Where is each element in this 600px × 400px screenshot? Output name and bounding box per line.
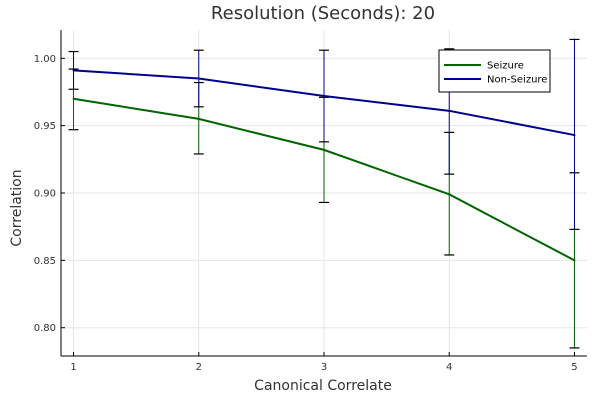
series-group (68, 38, 580, 349)
y-tick-label: 0.80 (34, 323, 56, 334)
legend-label: Seizure (487, 61, 524, 72)
data-point (197, 117, 200, 120)
data-point (72, 69, 75, 72)
x-tick-label: 3 (321, 362, 327, 373)
legend-box (438, 49, 551, 93)
y-tick-label: 1.00 (34, 54, 56, 65)
data-point (323, 148, 325, 151)
x-tick-label: 2 (196, 362, 202, 373)
data-point (197, 77, 200, 80)
x-tick-label: 4 (446, 362, 452, 373)
data-point (323, 95, 325, 98)
axes (60, 30, 587, 357)
data-point (573, 134, 576, 137)
y-axis-label: Correlation (9, 169, 25, 246)
data-point (573, 259, 576, 262)
y-tick-label: 0.95 (34, 121, 56, 132)
x-tick-label: 1 (70, 362, 76, 373)
y-tick-label: 0.85 (34, 256, 56, 267)
data-point (448, 193, 451, 196)
x-tick-label: 5 (571, 362, 577, 373)
series-seizure (68, 68, 580, 349)
legend-label: Non-Seizure (487, 75, 547, 86)
x-axis-label: Canonical Correlate (254, 378, 392, 394)
data-point (72, 97, 75, 100)
tick-labels: 1 2 3 4 5 0.80 0.85 0.90 0.95 1.00 (34, 54, 578, 373)
y-tick-label: 0.90 (34, 189, 56, 200)
chart-title: Resolution (Seconds): 20 (211, 3, 435, 24)
data-point (448, 109, 451, 112)
legend: Seizure Non-Seizure (438, 49, 551, 93)
